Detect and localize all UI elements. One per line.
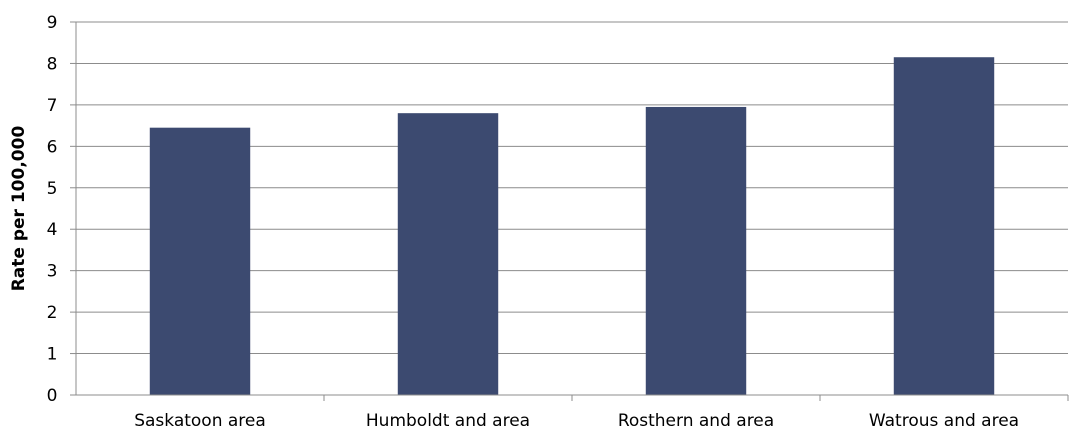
y-tick-label: 8 (47, 54, 58, 74)
y-tick-label: 7 (47, 96, 58, 116)
bar (397, 113, 499, 395)
x-category-label: Saskatoon area (134, 411, 266, 431)
bars (149, 57, 995, 395)
x-category-label: Watrous and area (869, 411, 1019, 431)
y-tick-label: 2 (47, 303, 58, 323)
y-tick-label: 0 (47, 386, 58, 406)
x-category-labels: Saskatoon area Humboldt and area Rosthern … (134, 411, 1019, 431)
y-axis-title: Rate per 100,000 (9, 126, 29, 292)
y-tick-labels: 0 1 2 3 4 5 6 7 8 9 (47, 13, 58, 406)
y-tick-label: 9 (47, 13, 58, 33)
y-tick-label: 6 (47, 137, 58, 157)
x-category-label: Humboldt and area (366, 411, 530, 431)
bar (893, 57, 995, 395)
bar (149, 127, 251, 395)
y-tick-label: 1 (47, 345, 58, 365)
y-tick-label: 3 (47, 262, 58, 282)
bar (645, 106, 747, 395)
axes (75, 22, 1069, 401)
y-tick-label: 5 (47, 179, 58, 199)
x-category-label: Rosthern and area (618, 411, 774, 431)
y-tick-label: 4 (47, 220, 58, 240)
